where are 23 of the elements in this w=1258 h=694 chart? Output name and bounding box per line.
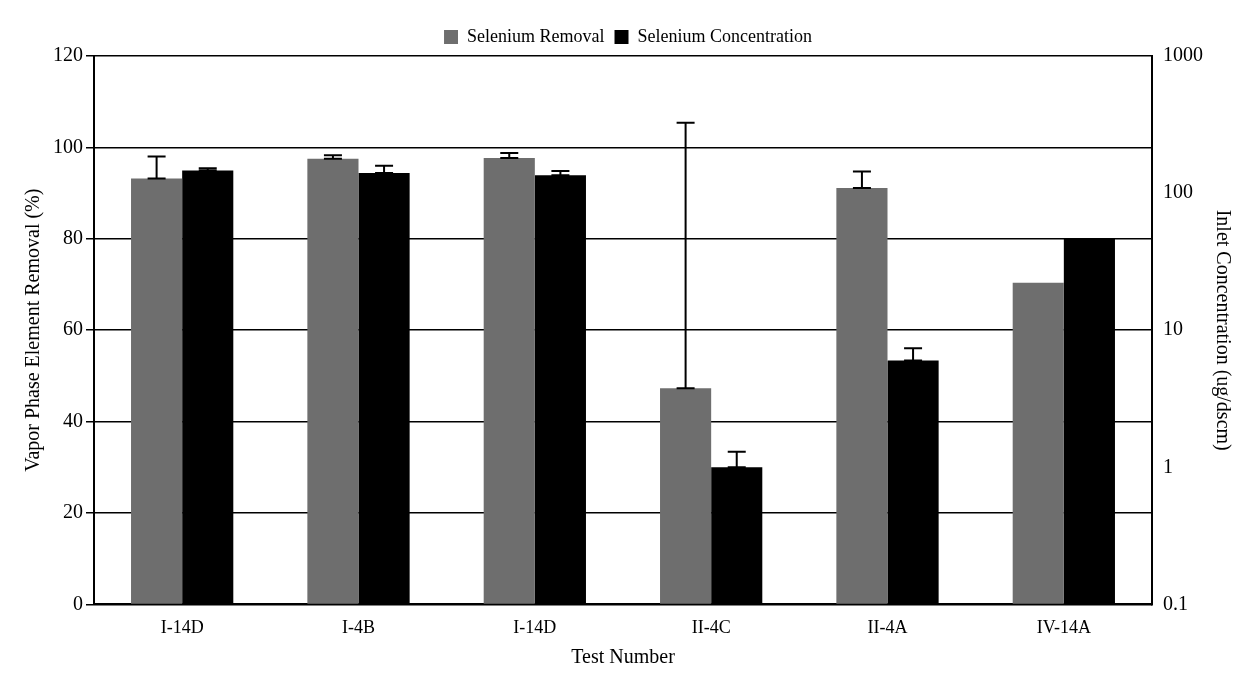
y2-tick-label: 1000 <box>1163 43 1203 66</box>
y-tick-label: 120 <box>53 43 83 66</box>
y2-axis-title: Inlet Concentration (ug/dscm) <box>1211 209 1235 451</box>
x-tick-label: I-4B <box>342 616 375 637</box>
x-tick-label: II-4A <box>867 616 908 637</box>
y-tick-label: 0 <box>73 591 83 614</box>
x-tick-label: I-14D <box>513 616 557 637</box>
x-tick-label: II-4C <box>691 616 731 637</box>
y-tick-label: 80 <box>63 226 83 249</box>
y2-tick-label: 1 <box>1163 454 1173 477</box>
x-tick-label: IV-14A <box>1036 616 1092 637</box>
y2-tick-label: 0.1 <box>1163 591 1188 614</box>
y2-tick-label: 10 <box>1163 317 1183 340</box>
legend-label: Selenium Concentration <box>637 25 812 46</box>
legend-label: Selenium Removal <box>467 25 605 46</box>
y2-tick-label: 100 <box>1163 180 1193 203</box>
y-tick-label: 60 <box>63 317 83 340</box>
y-tick-label: 40 <box>63 408 83 431</box>
y-tick-label: 100 <box>53 134 83 157</box>
x-tick-label: I-14D <box>160 616 204 637</box>
y-axis-title: Vapor Phase Element Removal (%) <box>21 188 45 472</box>
y-tick-label: 20 <box>63 500 83 523</box>
x-axis-title: Test Number <box>571 645 676 668</box>
